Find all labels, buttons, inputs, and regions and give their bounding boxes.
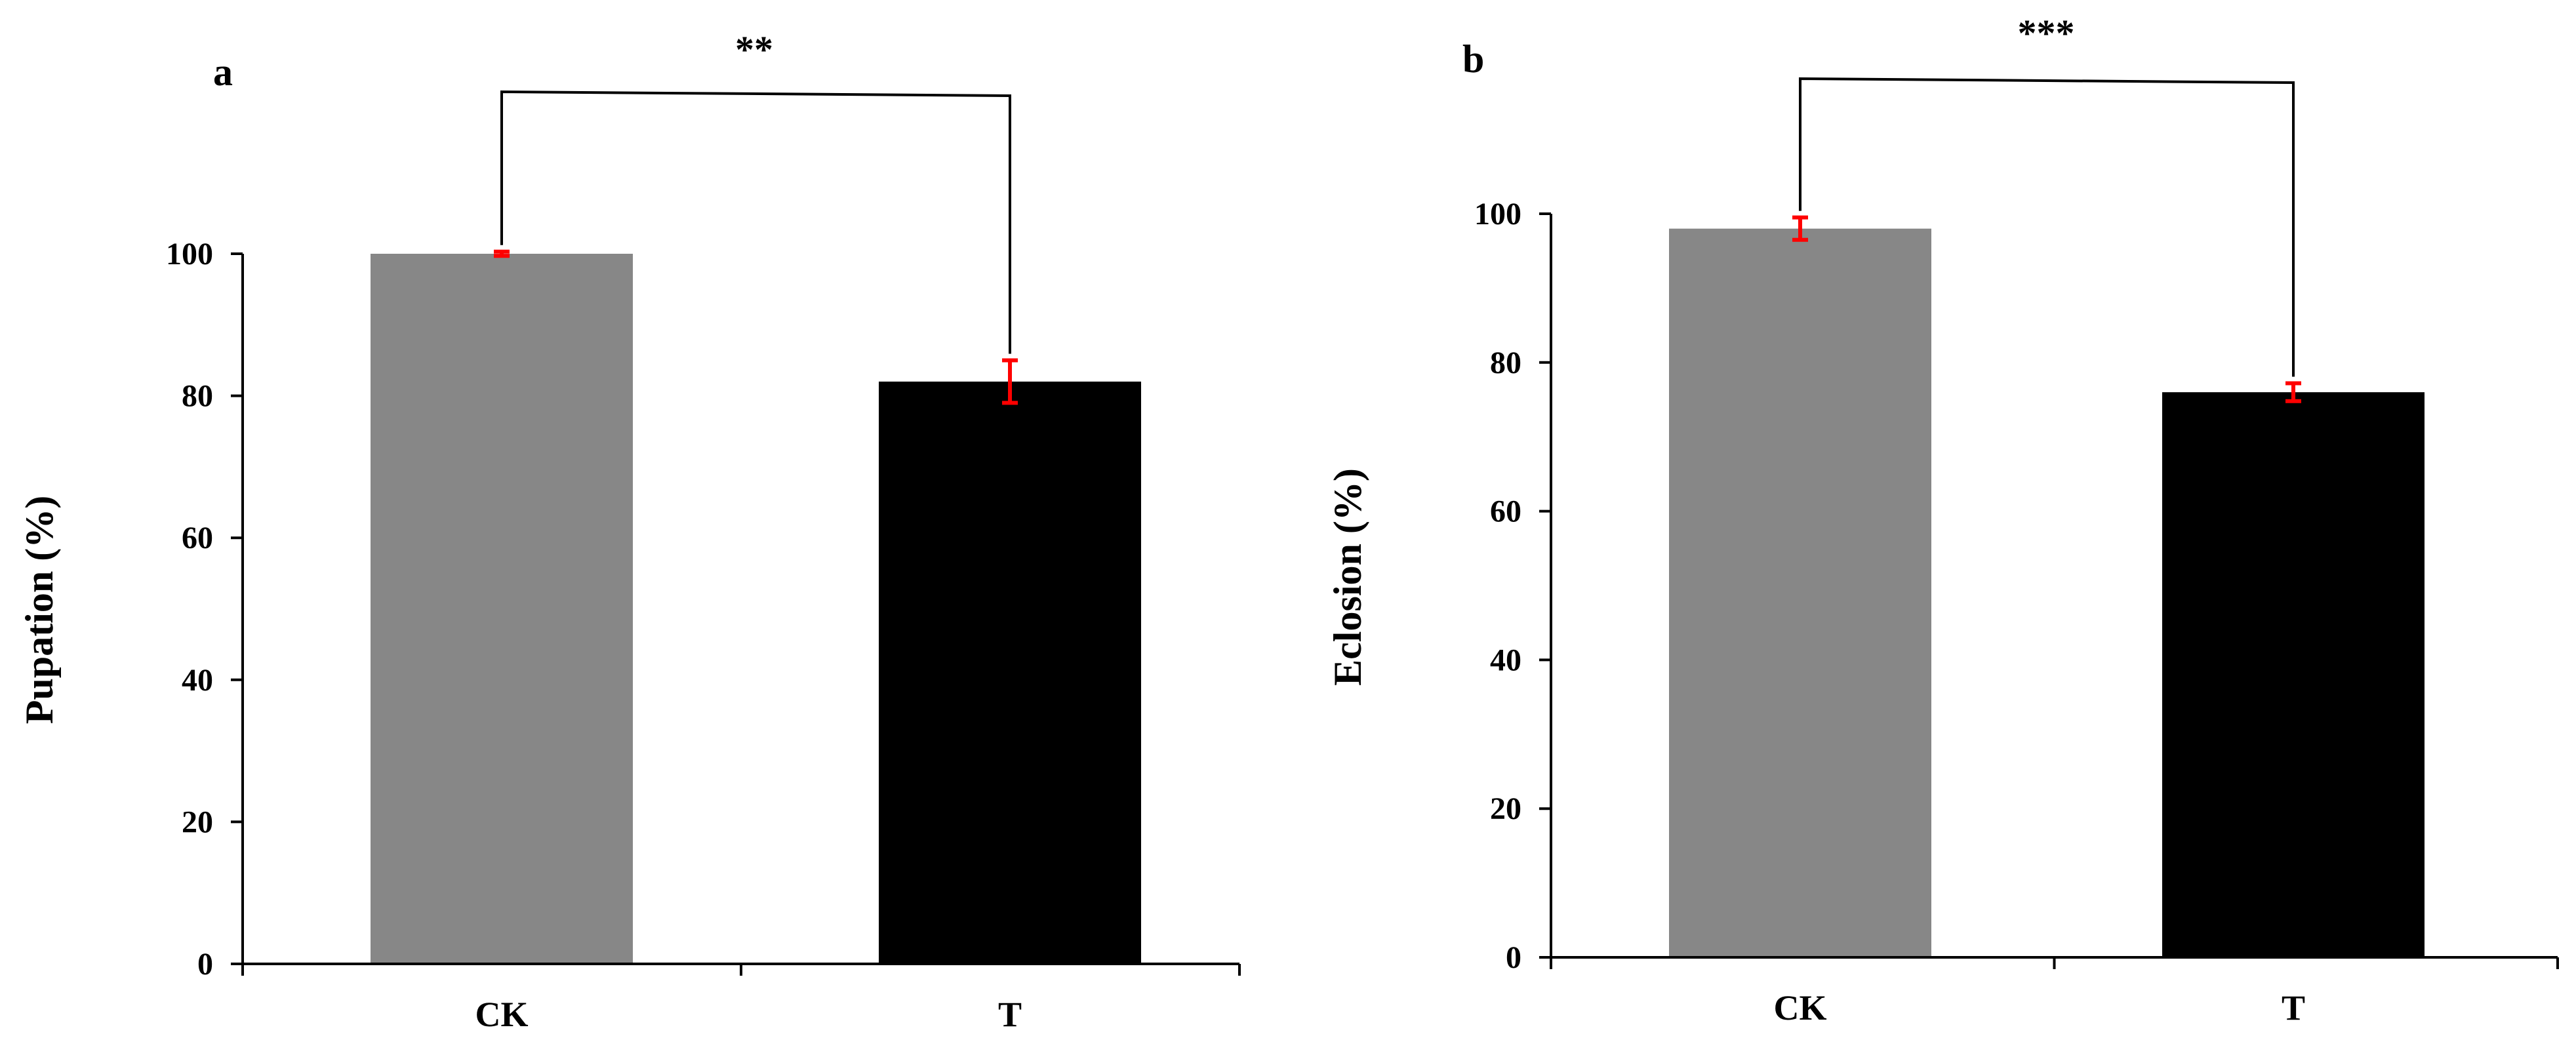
significance-label: ** — [735, 28, 773, 71]
x-tick-label: CK — [475, 995, 529, 1034]
chart-panel-b: CK T 0 20 40 60 80 100 Eclosion (%) b *** — [1326, 12, 2559, 1027]
significance-bracket — [1799, 77, 2295, 377]
error-bar-t — [1002, 358, 1018, 405]
bar-t — [879, 381, 1141, 964]
error-bar-ck — [1792, 215, 1808, 242]
y-tick-label: 80 — [182, 379, 213, 414]
y-tick-label: 0 — [1506, 940, 1521, 975]
y-axis-title: Eclosion (%) — [1326, 468, 1369, 686]
y-tick-label: 60 — [1490, 494, 1521, 529]
x-tick-label: CK — [1774, 988, 1827, 1027]
y-tick-label: 100 — [166, 237, 213, 271]
y-tick-label: 100 — [1474, 197, 1521, 231]
bar-ck — [1669, 228, 1931, 958]
x-tick-label: T — [2282, 988, 2305, 1027]
error-bar-ck — [494, 249, 510, 258]
x-tick-label: T — [998, 995, 1022, 1034]
panel-letter: a — [213, 50, 233, 94]
y-axis-title: Pupation (%) — [18, 496, 61, 724]
y-tick-label: 0 — [197, 947, 213, 982]
y-tick-label: 40 — [1490, 643, 1521, 677]
y-tick-label: 20 — [182, 805, 213, 839]
y-tick-label: 80 — [1490, 346, 1521, 380]
y-tick-label: 20 — [1490, 791, 1521, 826]
significance-bracket — [500, 90, 1011, 354]
error-bar-t — [2285, 381, 2301, 403]
bar-t — [2162, 392, 2425, 957]
y-tick-label: 40 — [182, 663, 213, 698]
y-tick-label: 60 — [182, 521, 213, 555]
chart-panel-a: CK T 0 20 40 60 80 100 Pupation (%) a ** — [18, 28, 1241, 1034]
significance-label: *** — [2018, 12, 2075, 54]
bar-ck — [371, 254, 633, 964]
panel-letter: b — [1462, 37, 1484, 81]
